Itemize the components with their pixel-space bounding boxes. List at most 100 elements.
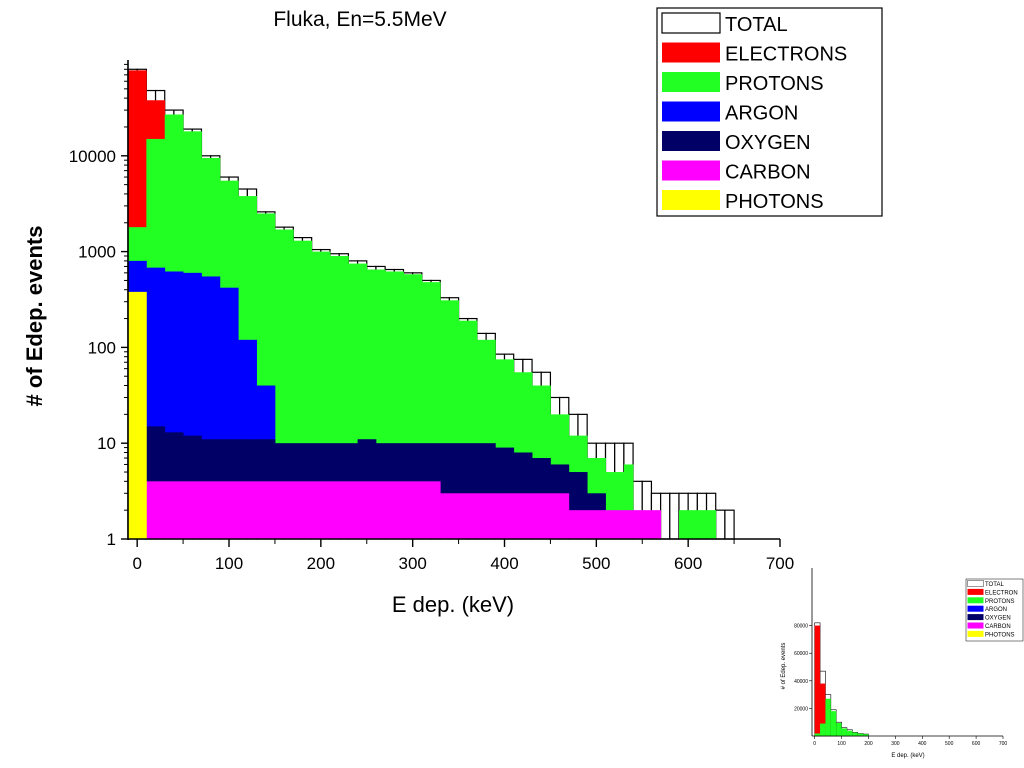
- bar-carbon: [219, 481, 230, 539]
- inset-bar-protons: [852, 732, 858, 736]
- bar-carbon: [366, 481, 377, 539]
- bar-protons: [320, 251, 331, 539]
- bar-carbon: [642, 510, 652, 539]
- inset-legend-label: ARGON: [985, 607, 1007, 613]
- bar-carbon: [293, 481, 303, 539]
- bar-protons: [311, 251, 322, 539]
- inset-x-tick-label: 500: [945, 741, 954, 747]
- bar-total: [669, 492, 680, 540]
- inset-bar-protons: [820, 723, 826, 736]
- inset-legend-swatch: [967, 630, 984, 637]
- bar-carbon: [568, 510, 579, 539]
- bar-protons: [412, 274, 423, 539]
- bar-total: [724, 509, 735, 540]
- inset-x-tick-label: 600: [972, 741, 981, 747]
- inset-legend-label: PHOTONS: [985, 632, 1015, 638]
- bar-carbon: [375, 481, 386, 539]
- bar-protons: [403, 274, 414, 539]
- x-tick-label: 600: [674, 554, 702, 573]
- bar-carbon: [541, 493, 551, 539]
- legend-label-oxygen: OXYGEN: [725, 132, 811, 154]
- legend-label-carbon: CARBON: [725, 162, 811, 184]
- bar-protons: [458, 320, 469, 539]
- bar-oxygen: [486, 443, 496, 539]
- bar-protons: [375, 269, 386, 539]
- x-tick-label: 0: [132, 554, 141, 573]
- bar-protons: [265, 213, 276, 539]
- bar-carbon: [146, 481, 156, 539]
- bar-carbon: [623, 510, 634, 539]
- bar-argon: [201, 276, 212, 539]
- bar-carbon: [155, 481, 166, 539]
- bar-carbon: [495, 493, 505, 539]
- inset-legend-label: OXYGEN: [985, 616, 1011, 622]
- bar-carbon: [504, 493, 515, 539]
- bar-protons: [614, 472, 625, 539]
- bar-protons: [678, 510, 689, 539]
- bar-carbon: [229, 481, 239, 539]
- bar-carbon: [311, 481, 322, 539]
- bar-carbon: [522, 493, 533, 539]
- bar-argon: [192, 272, 202, 539]
- inset-y-tick-label: 20000: [794, 706, 808, 712]
- bar-protons: [706, 510, 717, 539]
- bar-argon: [229, 287, 239, 539]
- y-tick-label: 10: [97, 434, 116, 453]
- bar-carbon: [412, 481, 423, 539]
- inset-y-tick-label: 80000: [794, 624, 808, 630]
- bar-total: [660, 492, 671, 540]
- bar-protons: [274, 229, 285, 539]
- legend-label-protons: PROTONS: [725, 73, 824, 95]
- bar-oxygen: [476, 443, 487, 539]
- bar-argon: [210, 276, 221, 539]
- x-tick-label: 100: [215, 554, 243, 573]
- inset-y-tick-label: 40000: [794, 679, 808, 685]
- inset-y-axis-label: # of Edep. events: [781, 643, 787, 690]
- inset-x-tick-label: 400: [918, 741, 927, 747]
- bar-carbon: [550, 493, 561, 539]
- inset-bar-protons: [863, 734, 869, 736]
- inset-bar-protons: [836, 722, 842, 736]
- y-tick-label: 100: [88, 338, 116, 357]
- bar-carbon: [192, 481, 202, 539]
- bar-carbon: [605, 510, 616, 539]
- inset-x-tick-label: 700: [999, 741, 1008, 747]
- inset-legend-swatch: [967, 614, 984, 621]
- bar-carbon: [449, 493, 459, 539]
- bar-oxygen: [449, 443, 459, 539]
- y-tick-label: 1: [107, 530, 116, 549]
- y-tick-label: 1000: [78, 243, 116, 262]
- bar-oxygen: [467, 443, 478, 539]
- bar-carbon: [265, 481, 276, 539]
- chart-title: Fluka, En=5.5MeV: [273, 8, 447, 31]
- bar-carbon: [394, 481, 404, 539]
- legend-swatch-argon: [662, 101, 720, 122]
- bar-carbon: [274, 481, 285, 539]
- bar-protons: [697, 510, 707, 539]
- inset-y-tick-label: 60000: [794, 651, 808, 657]
- bar-carbon: [385, 481, 395, 539]
- bar-carbon: [440, 493, 450, 539]
- bar-carbon: [633, 510, 643, 539]
- bar-argon: [173, 271, 184, 539]
- bar-carbon: [651, 510, 662, 539]
- inset-legend-swatch: [967, 597, 984, 604]
- bar-carbon: [476, 493, 487, 539]
- bar-protons: [605, 472, 616, 539]
- legend-swatch-total: [661, 12, 721, 34]
- bar-photons: [137, 291, 147, 539]
- bar-oxygen: [458, 443, 469, 539]
- x-tick-label: 400: [490, 554, 518, 573]
- bar-carbon: [614, 510, 625, 539]
- bar-protons: [302, 240, 313, 540]
- bar-oxygen: [440, 443, 450, 539]
- bar-carbon: [431, 481, 441, 539]
- bar-carbon: [339, 481, 349, 539]
- bar-protons: [256, 213, 267, 539]
- bar-carbon: [302, 481, 313, 539]
- bar-carbon: [201, 481, 212, 539]
- bar-carbon: [173, 481, 184, 539]
- bar-carbon: [210, 481, 221, 539]
- bar-carbon: [486, 493, 496, 539]
